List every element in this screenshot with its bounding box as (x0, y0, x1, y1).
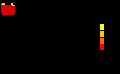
Bar (100, 31, 104, 37)
Bar (100, 44, 104, 50)
Bar (100, 38, 104, 44)
Bar (100, 24, 104, 30)
